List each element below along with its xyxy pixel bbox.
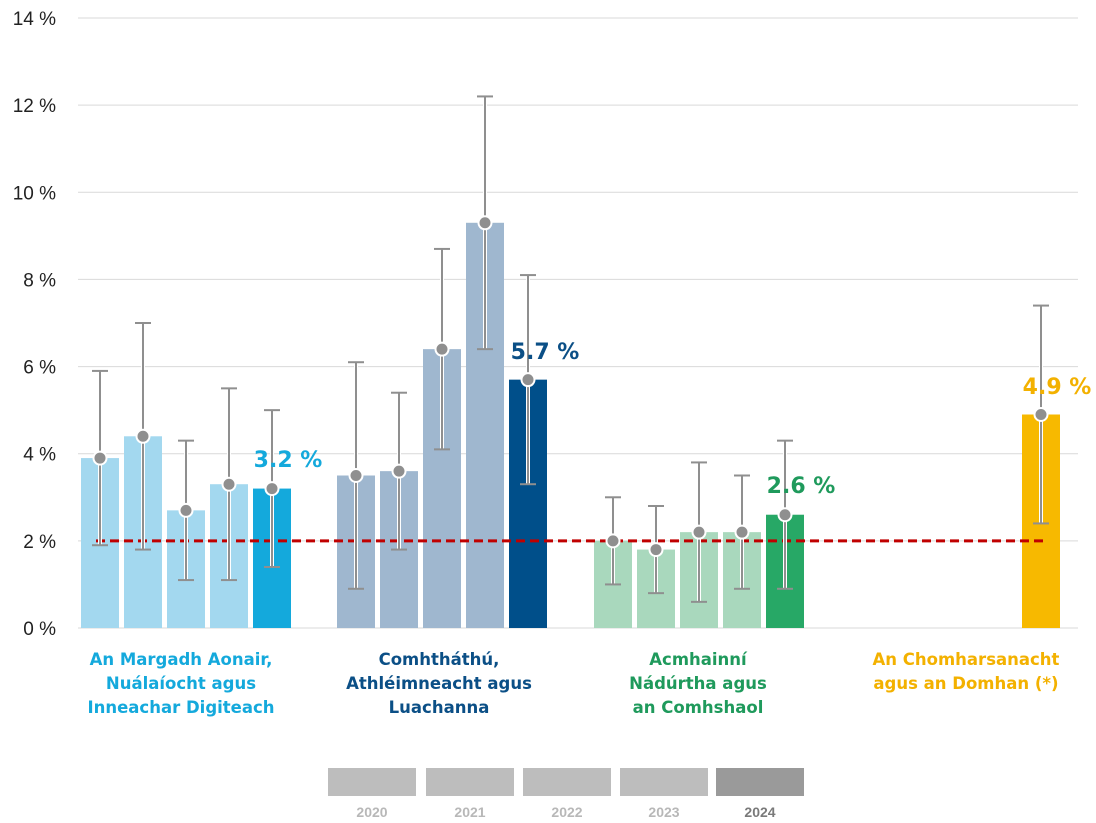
data-point-marker bbox=[264, 481, 280, 497]
y-tick-label: 12 % bbox=[13, 96, 56, 117]
data-point-marker bbox=[92, 450, 108, 466]
y-tick-label: 8 % bbox=[23, 270, 56, 291]
data-labels: 3.2 % 5.7 % 2.6 % 4.9 % bbox=[254, 340, 1092, 499]
data-label: 2.6 % bbox=[767, 474, 836, 499]
data-point-marker bbox=[691, 524, 707, 540]
category-label: An Margadh Aonair, bbox=[90, 650, 273, 669]
data-label: 3.2 % bbox=[254, 448, 323, 473]
data-point-marker bbox=[605, 533, 621, 549]
legend: 2020 2021 2022 2023 2024 bbox=[328, 768, 804, 820]
data-point-marker bbox=[648, 542, 664, 558]
data-point-marker bbox=[135, 428, 151, 444]
category-label: An Chomharsanacht bbox=[873, 650, 1060, 669]
y-tick-label: 0 % bbox=[23, 619, 56, 640]
legend-swatch bbox=[523, 768, 611, 796]
y-tick-label: 2 % bbox=[23, 532, 56, 553]
y-tick-label: 4 % bbox=[23, 445, 56, 466]
category-label: Comhtháthú, bbox=[379, 650, 500, 669]
data-point-marker bbox=[391, 463, 407, 479]
y-axis-tick-labels: 0 % 2 % 4 % 6 % 8 % 10 % 12 % 14 % bbox=[13, 9, 56, 640]
data-point-marker bbox=[178, 502, 194, 518]
legend-label: 2021 bbox=[454, 804, 485, 820]
legend-swatch bbox=[426, 768, 514, 796]
y-tick-label: 10 % bbox=[13, 183, 56, 204]
category-label: Nádúrtha agus bbox=[629, 674, 767, 693]
category-labels: An Margadh Aonair, Nuálaíocht agus Inneach… bbox=[87, 650, 1059, 717]
legend-swatch bbox=[620, 768, 708, 796]
error-bars bbox=[92, 95, 1049, 603]
legend-swatch bbox=[716, 768, 804, 796]
data-label: 5.7 % bbox=[511, 340, 580, 365]
category-label: Acmhainní bbox=[649, 650, 748, 669]
data-point-marker bbox=[434, 341, 450, 357]
legend-label: 2022 bbox=[551, 804, 582, 820]
data-point-marker bbox=[777, 507, 793, 523]
category-label: Luachanna bbox=[389, 698, 490, 717]
y-tick-label: 14 % bbox=[13, 9, 56, 30]
legend-label: 2023 bbox=[648, 804, 679, 820]
data-point-marker bbox=[221, 476, 237, 492]
legend-label: 2020 bbox=[356, 804, 387, 820]
category-label: Nuálaíocht agus bbox=[106, 674, 256, 693]
category-label: an Comhshaol bbox=[633, 698, 764, 717]
data-point-marker bbox=[520, 372, 536, 388]
category-label: Athléimneacht agus bbox=[346, 674, 532, 693]
data-point-marker bbox=[348, 468, 364, 483]
data-point-marker bbox=[1033, 407, 1049, 422]
data-point-marker bbox=[734, 524, 750, 540]
legend-swatch bbox=[328, 768, 416, 796]
category-label: agus an Domhan (*) bbox=[873, 674, 1058, 693]
y-tick-label: 6 % bbox=[23, 358, 56, 379]
data-label: 4.9 % bbox=[1023, 375, 1092, 400]
data-point-marker bbox=[477, 215, 493, 231]
legend-label: 2024 bbox=[744, 804, 775, 820]
category-label: Inneachar Digiteach bbox=[87, 698, 274, 717]
